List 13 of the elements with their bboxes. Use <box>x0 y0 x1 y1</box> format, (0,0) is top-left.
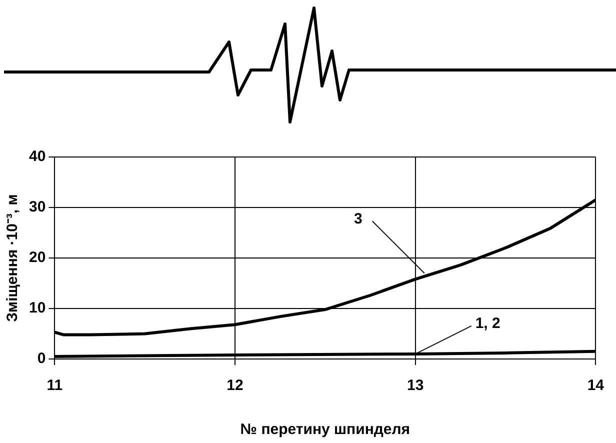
y-tick-label: 30 <box>28 198 46 216</box>
x-tick-label: 12 <box>226 377 244 394</box>
y-tick-label: 0 <box>37 350 46 368</box>
y-tick-label: 40 <box>28 148 46 166</box>
x-tick-label: 13 <box>406 377 424 394</box>
annotation: 3 <box>354 210 362 228</box>
y-tick-label: 20 <box>28 249 46 266</box>
y-axis-title: Зміщення ·10⁻³, м <box>4 194 22 322</box>
x-tick-label: 11 <box>46 377 63 394</box>
y-tick-label: 10 <box>28 300 46 317</box>
x-tick-label: 14 <box>587 377 605 394</box>
x-axis-title: № перетину шпинделя <box>240 421 410 438</box>
annotation: 1, 2 <box>475 315 500 332</box>
